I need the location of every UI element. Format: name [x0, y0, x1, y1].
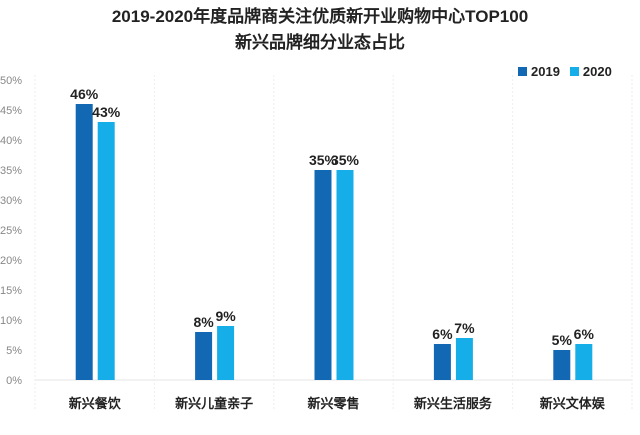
data-label-2020: 35%	[331, 152, 360, 168]
bar-2020	[217, 326, 235, 380]
data-label-2019: 35%	[309, 152, 338, 168]
y-tick-label: 50%	[0, 75, 22, 87]
data-label-2019: 46%	[70, 86, 99, 102]
legend: 2019 2020	[518, 64, 612, 79]
bar-2019	[195, 332, 213, 380]
bar-2020	[455, 338, 473, 380]
y-tick-label: 30%	[0, 195, 22, 207]
bar-2020	[336, 170, 354, 380]
y-tick-label: 15%	[0, 285, 22, 297]
y-tick-label: 0%	[6, 375, 22, 387]
data-label-2020: 43%	[92, 104, 121, 120]
y-tick-label: 20%	[0, 255, 22, 267]
legend-item-2020: 2020	[569, 64, 612, 79]
x-tick-label: 新兴零售	[307, 396, 359, 411]
data-label-2020: 7%	[454, 320, 475, 336]
bar-2019	[433, 344, 451, 380]
x-tick-label: 新兴餐饮	[69, 396, 122, 411]
chart-subtitle: 新兴品牌细分业态占比	[235, 33, 405, 52]
y-tick-label: 45%	[0, 105, 22, 117]
y-tick-label: 5%	[6, 345, 22, 357]
bar-2019	[314, 170, 332, 380]
x-tick-label: 新兴文体娱	[540, 396, 606, 411]
y-tick-label: 25%	[0, 225, 22, 237]
y-tick-label: 40%	[0, 135, 22, 147]
data-label-2019: 8%	[193, 314, 214, 330]
x-tick-label: 新兴儿童亲子	[175, 396, 253, 411]
bar-2019	[553, 350, 571, 380]
data-label-2020: 6%	[574, 326, 595, 342]
bar-2020	[97, 122, 115, 380]
bar-2019	[75, 104, 93, 380]
data-label-2020: 9%	[215, 308, 236, 324]
y-tick-label: 35%	[0, 165, 22, 177]
x-tick-label: 新兴生活服务	[414, 396, 493, 411]
y-tick-label: 10%	[0, 315, 22, 327]
data-label-2019: 6%	[432, 326, 453, 342]
chart-title: 2019-2020年度品牌商关注优质新开业购物中心TOP100	[111, 7, 529, 26]
bar-2020	[575, 344, 593, 380]
legend-item-2019: 2019	[518, 64, 560, 79]
data-label-2019: 5%	[552, 332, 573, 348]
